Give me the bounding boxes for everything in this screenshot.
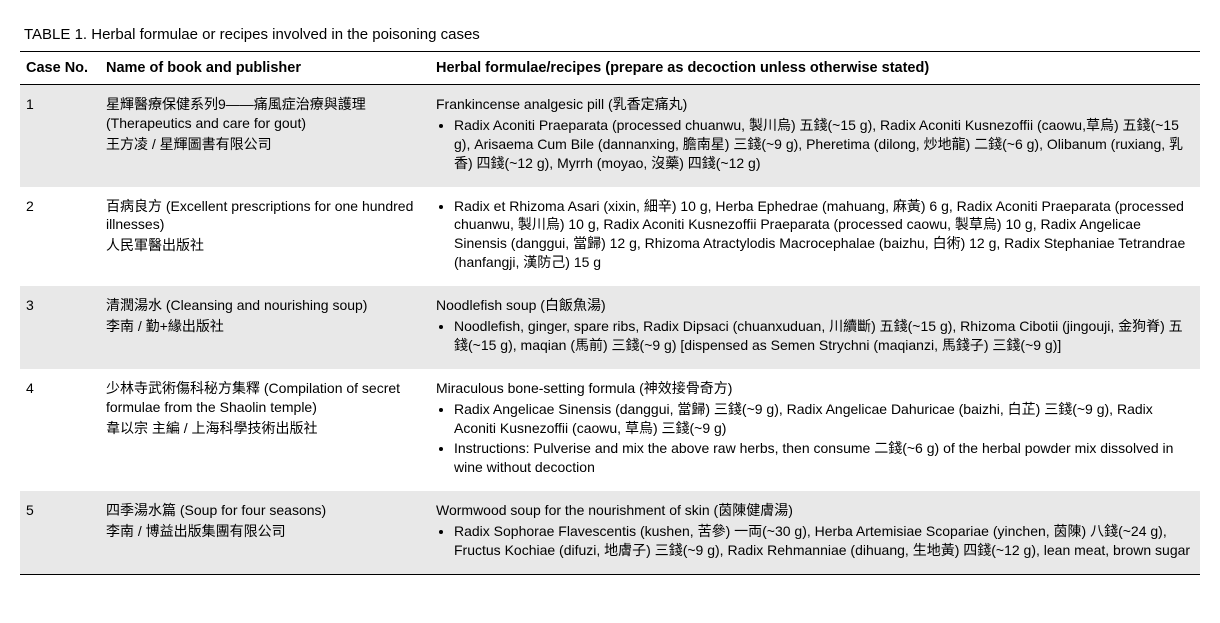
- book-line: 李南 / 勤+緣出版社: [106, 317, 424, 336]
- table-row: 2百病良方 (Excellent prescriptions for one h…: [20, 187, 1200, 287]
- herbal-table: Case No. Name of book and publisher Herb…: [20, 52, 1200, 575]
- recipe-bullet-list: Radix Aconiti Praeparata (processed chua…: [436, 116, 1194, 173]
- book-line: 四季湯水篇 (Soup for four seasons): [106, 501, 424, 520]
- cell-case-no: 2: [20, 187, 100, 287]
- cell-book: 星輝醫療保健系列9——痛風症治療與護理 (Therapeutics and ca…: [100, 85, 430, 187]
- book-line: 清潤湯水 (Cleansing and nourishing soup): [106, 296, 424, 315]
- cell-case-no: 3: [20, 286, 100, 369]
- recipe-bullet: Noodlefish, ginger, spare ribs, Radix Di…: [454, 317, 1194, 355]
- recipe-bullet-list: Radix Sophorae Flavescentis (kushen, 苦參)…: [436, 522, 1194, 560]
- col-header-case: Case No.: [20, 52, 100, 85]
- table-body: 1星輝醫療保健系列9——痛風症治療與護理 (Therapeutics and c…: [20, 85, 1200, 575]
- cell-recipe: Noodlefish soup (白飯魚湯) Noodlefish, ginger…: [430, 286, 1200, 369]
- table-title: TABLE 1. Herbal formulae or recipes invo…: [20, 20, 1200, 52]
- table-row: 3 清潤湯水 (Cleansing and nourishing soup) 李南 …: [20, 286, 1200, 369]
- recipe-bullet: Instructions: Pulverise and mix the abov…: [454, 439, 1194, 477]
- cell-book: 百病良方 (Excellent prescriptions for one hu…: [100, 187, 430, 287]
- book-line: 韋以宗 主編 / 上海科學技術出版社: [106, 419, 424, 438]
- col-header-book: Name of book and publisher: [100, 52, 430, 85]
- recipe-bullet-list: Noodlefish, ginger, spare ribs, Radix Di…: [436, 317, 1194, 355]
- cell-case-no: 5: [20, 491, 100, 574]
- recipe-bullet: Radix Sophorae Flavescentis (kushen, 苦參)…: [454, 522, 1194, 560]
- table-container: TABLE 1. Herbal formulae or recipes invo…: [20, 20, 1200, 575]
- cell-recipe: Radix et Rhizoma Asari (xixin, 細辛) 10 g,…: [430, 187, 1200, 287]
- recipe-bullet-list: Radix Angelicae Sinensis (danggui, 當歸) 三…: [436, 400, 1194, 478]
- cell-recipe: Wormwood soup for the nourishment of ski…: [430, 491, 1200, 574]
- recipe-title: Noodlefish soup (白飯魚湯): [436, 296, 1194, 315]
- recipe-bullet-list: Radix et Rhizoma Asari (xixin, 細辛) 10 g,…: [436, 197, 1194, 273]
- cell-book: 清潤湯水 (Cleansing and nourishing soup) 李南 /…: [100, 286, 430, 369]
- recipe-bullet: Radix Aconiti Praeparata (processed chua…: [454, 116, 1194, 173]
- cell-recipe: Miraculous bone-setting formula (神效接骨奇方)…: [430, 369, 1200, 491]
- book-line: 李南 / 博益出版集團有限公司: [106, 522, 424, 541]
- book-line: 王方凌 / 星輝圖書有限公司: [106, 135, 424, 154]
- cell-recipe: Frankincense analgesic pill (乳香定痛丸) Radix…: [430, 85, 1200, 187]
- recipe-title: Miraculous bone-setting formula (神效接骨奇方): [436, 379, 1194, 398]
- book-line: 人民軍醫出版社: [106, 236, 424, 255]
- book-line: 星輝醫療保健系列9——痛風症治療與護理 (Therapeutics and ca…: [106, 95, 424, 133]
- table-row: 5 四季湯水篇 (Soup for four seasons) 李南 / 博益出版集…: [20, 491, 1200, 574]
- book-line: 百病良方 (Excellent prescriptions for one hu…: [106, 197, 424, 235]
- cell-book: 四季湯水篇 (Soup for four seasons) 李南 / 博益出版集團…: [100, 491, 430, 574]
- table-header-row: Case No. Name of book and publisher Herb…: [20, 52, 1200, 85]
- cell-case-no: 1: [20, 85, 100, 187]
- table-row: 1星輝醫療保健系列9——痛風症治療與護理 (Therapeutics and c…: [20, 85, 1200, 187]
- recipe-bullet: Radix Angelicae Sinensis (danggui, 當歸) 三…: [454, 400, 1194, 438]
- cell-book: 少林寺武術傷科秘方集釋 (Compilation of secret formu…: [100, 369, 430, 491]
- col-header-recipe: Herbal formulae/recipes (prepare as deco…: [430, 52, 1200, 85]
- table-row: 4少林寺武術傷科秘方集釋 (Compilation of secret form…: [20, 369, 1200, 491]
- recipe-title: Frankincense analgesic pill (乳香定痛丸): [436, 95, 1194, 114]
- recipe-bullet: Radix et Rhizoma Asari (xixin, 細辛) 10 g,…: [454, 197, 1194, 273]
- book-line: 少林寺武術傷科秘方集釋 (Compilation of secret formu…: [106, 379, 424, 417]
- cell-case-no: 4: [20, 369, 100, 491]
- recipe-title: Wormwood soup for the nourishment of ski…: [436, 501, 1194, 520]
